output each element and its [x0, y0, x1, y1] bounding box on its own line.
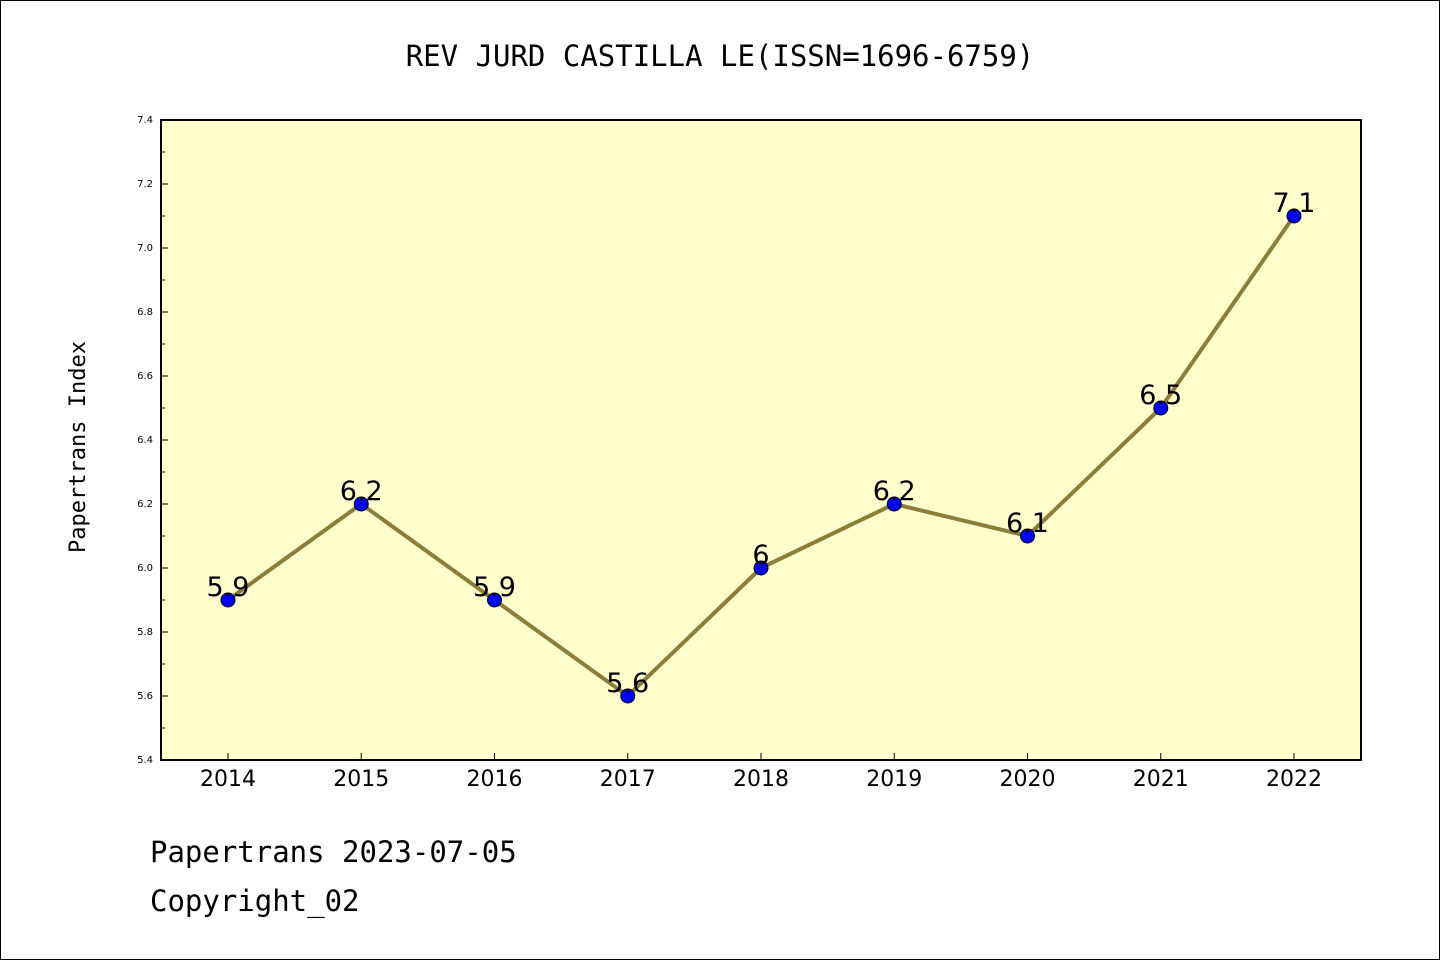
data-point — [753, 560, 769, 576]
data-point — [220, 592, 236, 608]
y-tick-label: 6.2 — [137, 499, 153, 510]
y-tick-label: 5.8 — [137, 627, 153, 638]
x-tick-label: 2019 — [866, 767, 922, 792]
data-point — [886, 496, 902, 512]
x-tick-label: 2015 — [333, 767, 389, 792]
data-label: 5.6 — [606, 668, 649, 699]
x-tick-label: 2020 — [1000, 767, 1056, 792]
x-tick-label: 2017 — [600, 767, 656, 792]
data-label: 5.9 — [473, 572, 516, 603]
data-point — [1020, 528, 1035, 544]
y-tick-label: 6.8 — [137, 307, 153, 318]
plot-area — [160, 119, 1362, 761]
y-tick-label: 6.4 — [137, 435, 153, 446]
footer-copyright-line: Copyright_02 — [150, 884, 360, 918]
y-tick-label: 7.0 — [137, 243, 153, 254]
data-point — [620, 688, 636, 704]
x-tick-label: 2018 — [733, 767, 789, 792]
series-0 — [220, 208, 1302, 704]
x-tick-label: 2022 — [1266, 767, 1322, 792]
data-point — [353, 496, 369, 512]
x-tick-label: 2021 — [1133, 767, 1189, 792]
y-tick-label: 6.0 — [137, 563, 153, 574]
y-axis-label: Papertrans Index — [66, 341, 91, 553]
data-point — [487, 592, 502, 608]
data-label: 5.9 — [207, 572, 250, 603]
data-label: 6.5 — [1139, 380, 1182, 411]
data-labels: 5.9 6.2 5.9 5.6 6 6.2 6.1 6.5 7.1 — [207, 188, 1316, 699]
x-tick-label: 2016 — [467, 767, 523, 792]
y-tick-label: 5.6 — [137, 691, 153, 702]
x-axis: 2014 2015 2016 2017 2018 2019 2020 2021 2022 — [200, 753, 1322, 792]
data-label: 6 — [752, 540, 769, 571]
data-label: 7.1 — [1273, 188, 1316, 219]
y-tick-label: 6.6 — [137, 371, 153, 382]
data-point — [1153, 400, 1169, 416]
data-label: 6.1 — [1006, 508, 1049, 539]
x-tick-label: 2014 — [200, 767, 256, 792]
footer-date-line: Papertrans 2023-07-05 — [150, 835, 517, 869]
y-tick-label: 7.2 — [137, 179, 153, 190]
data-label: 6.2 — [340, 476, 383, 507]
y-tick-label: 5.4 — [137, 755, 153, 766]
y-axis: 5.4 5.6 5.8 6.0 6.2 6.4 6.6 6.8 7.0 7.2 7.4 — [137, 115, 168, 766]
data-label: 6.2 — [873, 476, 916, 507]
chart-title: REV JURD CASTILLA LE(ISSN=1696-6759) — [406, 39, 1035, 73]
y-tick-label: 7.4 — [137, 115, 153, 126]
data-point — [1286, 208, 1302, 224]
